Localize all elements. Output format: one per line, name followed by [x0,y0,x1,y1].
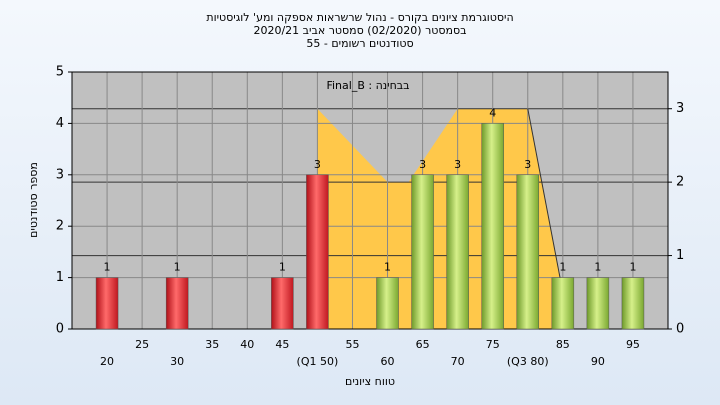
bar [271,277,294,330]
y2-tick-label: 2 [676,175,684,190]
bar [586,277,610,330]
data-label: 3 [524,158,531,171]
title: היסטוגרמת ציונים בקורס - נהול שרשראות אס… [206,11,513,24]
x-tick-label: 40 [240,338,254,351]
bar [411,174,434,330]
bar [376,277,399,330]
x-tick-label: (Q3 80) [507,355,549,368]
y2-tick-label: 1 [676,248,684,263]
data-label: 1 [174,261,181,274]
x-tick-label: 30 [170,355,184,368]
bar [306,174,329,330]
y-axis-label: מספר סטודנטים [27,162,40,238]
x-tick-label: 85 [556,338,570,351]
x-axis-label: טווח ציונים [345,375,395,388]
plot-border [71,71,669,330]
x-tick-label: 75 [486,338,500,351]
y2-tick-label: 0 [676,322,684,337]
data-label: 1 [594,261,601,274]
data-label: 1 [629,261,636,274]
x-tick-label: 35 [205,338,219,351]
subtitle: בסמסטר (02/2020) סמסטר אביב 2020/21 [253,24,466,37]
data-label: 1 [279,261,286,274]
x-tick-label: 60 [381,355,395,368]
x-tick-label: 90 [591,355,605,368]
x-tick-label: 95 [626,338,640,351]
subtitle-2: סטודנטים רשומים - 55 [306,37,413,50]
data-label: 1 [559,261,566,274]
bar [516,174,540,330]
bar [165,277,189,330]
y-tick-label: 1 [56,270,64,285]
data-label: 1 [104,261,111,274]
y-tick-label: 0 [56,322,64,337]
data-label: 3 [419,158,426,171]
bar [95,277,119,330]
y2-tick-label: 3 [676,101,684,116]
annotation: בבחינה : Final_B [326,79,409,92]
x-tick-label: 70 [451,355,465,368]
x-tick-label: 55 [345,338,359,351]
y-tick-label: 2 [56,219,64,234]
x-tick-label: 20 [100,355,114,368]
y-tick-label: 4 [56,116,64,131]
x-tick-label: 45 [275,338,289,351]
bar [621,277,645,330]
data-label: 3 [454,158,461,171]
data-label: 1 [384,261,391,274]
data-label: 3 [314,158,321,171]
y-tick-label: 3 [56,167,64,182]
y-tick-label: 5 [56,65,64,80]
data-label: 4 [489,106,496,119]
x-tick-label: (Q1 50) [297,355,339,368]
bar [551,277,575,330]
x-tick-label: 25 [135,338,149,351]
bar [446,174,469,330]
area-edge [527,108,564,293]
bar [481,123,504,330]
x-tick-label: 65 [416,338,430,351]
